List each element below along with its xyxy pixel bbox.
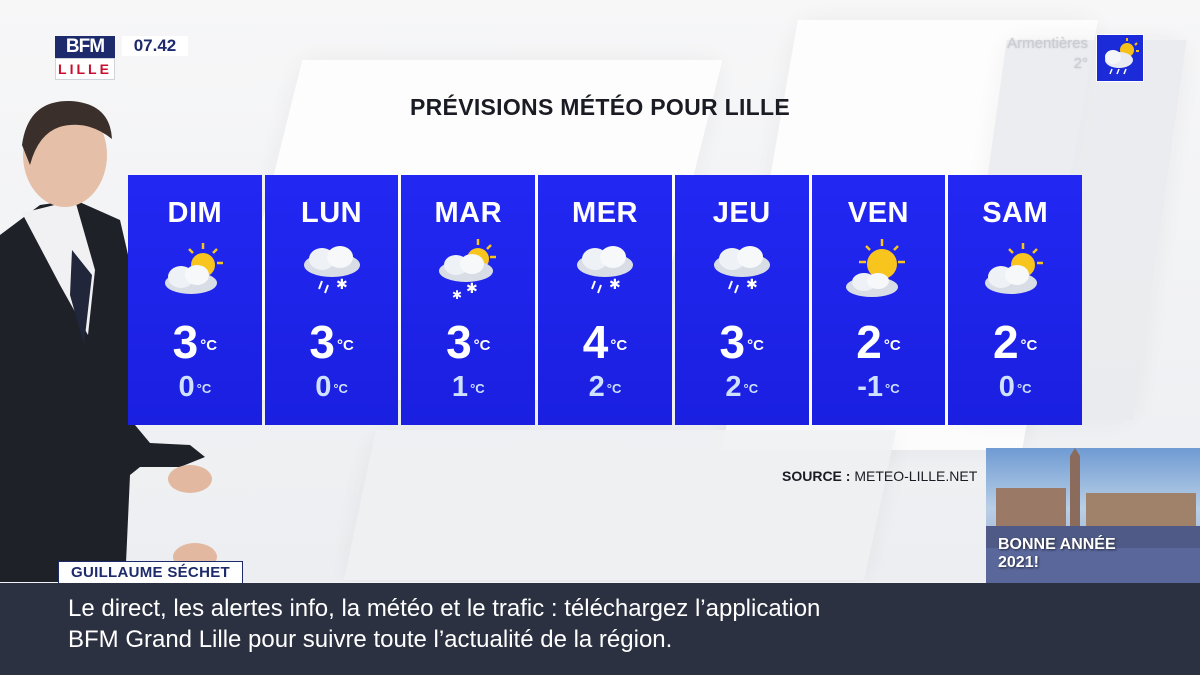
temp-max: 3 °C: [128, 317, 262, 367]
ticker-text: Le direct, les alertes info, la météo et…: [68, 593, 820, 655]
temp-max: 3 °C: [675, 317, 809, 367]
temp-min-value: 0: [998, 371, 1015, 403]
forecast-panel: DIM 3 °C 0 °C LUN ✱ 3 °C 0 °C MAR: [128, 175, 1083, 425]
temp-unit: °C: [606, 381, 622, 396]
cloud-rain-snow-icon: ✱: [713, 246, 770, 294]
ticker-line1: Le direct, les alertes info, la météo et…: [68, 595, 821, 622]
temp-max-value: 2: [856, 316, 882, 368]
temp-unit: °C: [336, 337, 354, 354]
temp-unit: °C: [1020, 337, 1038, 354]
temp-unit: °C: [885, 381, 900, 396]
background-panel: [344, 430, 896, 580]
source-value: METEO-LILLE.NET: [854, 468, 978, 484]
city-temp: 2°: [1073, 55, 1088, 72]
temp-max: 2 °C: [812, 317, 946, 367]
day-name: SAM: [982, 197, 1049, 229]
temp-min: 0 °C: [948, 371, 1082, 403]
temp-max: 2 °C: [948, 317, 1082, 367]
day-name: VEN: [847, 197, 910, 229]
partly-cloudy-icon: [985, 243, 1044, 294]
temp-max-value: 2: [992, 316, 1019, 368]
temp-min-value: 0: [178, 371, 195, 403]
presenter-figure: [0, 100, 217, 582]
lille-square-image: [986, 448, 1200, 583]
day-name: JEU: [712, 197, 771, 229]
svg-text:✱: ✱: [466, 281, 478, 297]
temp-unit: °C: [200, 337, 218, 354]
temp-unit: °C: [610, 337, 628, 354]
forecast-day-sam: SAM 2 °C 0 °C: [948, 175, 1083, 425]
temp-unit: °C: [196, 381, 212, 396]
svg-text:✱: ✱: [336, 277, 348, 293]
temp-max-value: 3: [172, 316, 199, 368]
temp-min-value: 2: [725, 371, 742, 403]
day-name: DIM: [167, 197, 223, 229]
temp-min: -1 °C: [812, 371, 946, 403]
temp-max: 4 °C: [538, 317, 672, 367]
temp-min-value: 2: [588, 371, 605, 403]
channel-logo: BFM LILLE: [55, 36, 115, 80]
temp-min: 1 °C: [401, 371, 535, 403]
city-name: Armentières: [1007, 35, 1088, 52]
temp-min-value: 0: [315, 371, 332, 403]
source-label: SOURCE :: [782, 468, 851, 484]
temp-min-value: 1: [451, 371, 469, 403]
partly-cloudy-icon: [164, 243, 223, 294]
temp-min: 0 °C: [265, 371, 399, 403]
day-name: LUN: [301, 197, 363, 229]
temp-unit: °C: [470, 381, 485, 396]
logo-lille: LILLE: [55, 58, 115, 80]
temp-min-value: -1: [857, 371, 884, 403]
temp-unit: °C: [333, 381, 348, 396]
day-name: MER: [572, 197, 638, 229]
temp-max-value: 4: [582, 316, 609, 368]
forecast-source: SOURCE : METEO-LILLE.NET: [782, 468, 977, 484]
forecast-day-dim: DIM 3 °C 0 °C: [128, 175, 262, 425]
temp-unit: °C: [743, 381, 759, 396]
logo-bfm: BFM: [55, 36, 115, 58]
svg-text:✱: ✱: [452, 288, 462, 302]
forecast-day-ven: VEN 2 °C -1 °C: [811, 175, 946, 425]
temp-unit: °C: [883, 337, 901, 354]
forecast-title: PRÉVISIONS MÉTÉO POUR LILLE: [410, 94, 790, 120]
temp-min: 2 °C: [675, 371, 809, 403]
temp-unit: °C: [473, 337, 491, 354]
broadcast-time: 07.42: [122, 36, 188, 56]
news-ticker: Le direct, les alertes info, la météo et…: [0, 583, 1200, 675]
svg-text:✱: ✱: [609, 277, 621, 293]
city-weather: Armentières 2°: [1007, 34, 1144, 82]
city-weather-text: Armentières 2°: [1007, 34, 1088, 74]
temp-unit: °C: [1016, 381, 1032, 396]
thumbnail-line2: 2021!: [998, 554, 1039, 571]
temp-max-value: 3: [719, 316, 746, 368]
forecast-day-mer: MER ✱ 4 °C 2 °C: [538, 175, 672, 425]
cloud-rain-sun-icon: [1096, 34, 1144, 82]
day-name: MAR: [434, 197, 503, 229]
cloud-rain-snow-icon: ✱: [303, 246, 360, 294]
sun-cloud-snow-icon: ✱ ✱: [439, 239, 497, 302]
temp-max-value: 3: [446, 316, 472, 368]
forecast-day-jeu: JEU ✱ 3 °C 2 °C: [674, 175, 809, 425]
thumbnail-line1: BONNE ANNÉE: [998, 536, 1116, 553]
promo-thumbnail: BONNE ANNÉE 2021!: [986, 448, 1200, 583]
temp-unit: °C: [747, 337, 764, 354]
forecast-day-mar: MAR ✱ ✱ 3 °C 1 °C: [401, 175, 536, 425]
thumbnail-caption: BONNE ANNÉE 2021!: [998, 536, 1116, 572]
temp-max-value: 3: [309, 316, 335, 368]
temp-min: 0 °C: [128, 371, 262, 403]
temp-max: 3 °C: [265, 317, 399, 367]
temp-max: 3 °C: [401, 317, 535, 367]
temp-min: 2 °C: [538, 371, 672, 403]
cloud-rain-snow-icon: ✱: [577, 246, 634, 294]
ticker-line2: BFM Grand Lille pour suivre toute l’actu…: [68, 626, 673, 653]
sun-small-cloud-icon: [846, 239, 906, 297]
forecast-day-lun: LUN ✱ 3 °C 0 °C: [264, 175, 399, 425]
presenter-name: GUILLAUME SÉCHET: [58, 561, 243, 585]
svg-text:✱: ✱: [746, 277, 758, 293]
